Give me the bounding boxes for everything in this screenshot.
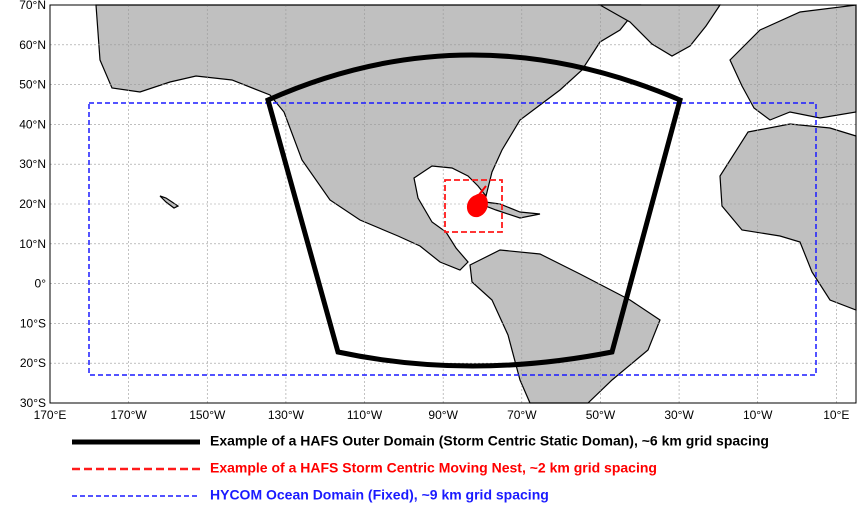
lon-tick-label: 170°E	[34, 408, 67, 422]
map-frame	[49, 4, 857, 404]
lon-tick-label: 30°W	[664, 408, 694, 422]
lon-tick-label: 50°W	[586, 408, 616, 422]
lon-tick-label: 170°W	[111, 408, 148, 422]
lon-tick-label: 90°W	[428, 408, 458, 422]
lat-tick-label: 10°S	[20, 316, 46, 330]
lat-tick-label: 50°N	[19, 78, 46, 92]
lon-tick-label: 130°W	[268, 408, 305, 422]
europe	[729, 4, 857, 121]
lon-tick-label: 70°W	[507, 408, 537, 422]
hafs-outer-domain	[265, 52, 683, 369]
lat-tick-label: 0°	[35, 277, 47, 291]
lat-tick-label: 30°N	[19, 157, 46, 171]
lat-tick-label: 20°N	[19, 197, 46, 211]
legend-label: HYCOM Ocean Domain (Fixed), ~9 km grid s…	[210, 487, 549, 503]
hawaii	[159, 195, 180, 209]
legend-label: Example of a HAFS Outer Domain (Storm Ce…	[210, 433, 769, 449]
lon-tick-label: 110°W	[347, 408, 383, 422]
lon-tick-label: 10°W	[743, 408, 773, 422]
lon-tick-label: 10°E	[823, 408, 849, 422]
lat-tick-label: 70°N	[19, 0, 46, 12]
africa	[719, 123, 857, 311]
lat-tick-label: 10°N	[19, 237, 46, 251]
legend-label: Example of a HAFS Storm Centric Moving N…	[210, 460, 657, 476]
hurricane-symbol	[467, 185, 488, 218]
greenland	[597, 4, 722, 57]
hafs-moving-nest	[444, 179, 503, 233]
hycom-domain	[88, 102, 817, 376]
lat-tick-label: 30°S	[20, 396, 46, 410]
lat-tick-label: 40°N	[19, 117, 46, 131]
lat-tick-label: 60°N	[19, 38, 46, 52]
lon-tick-label: 150°W	[189, 408, 226, 422]
lat-tick-label: 20°S	[20, 356, 46, 370]
